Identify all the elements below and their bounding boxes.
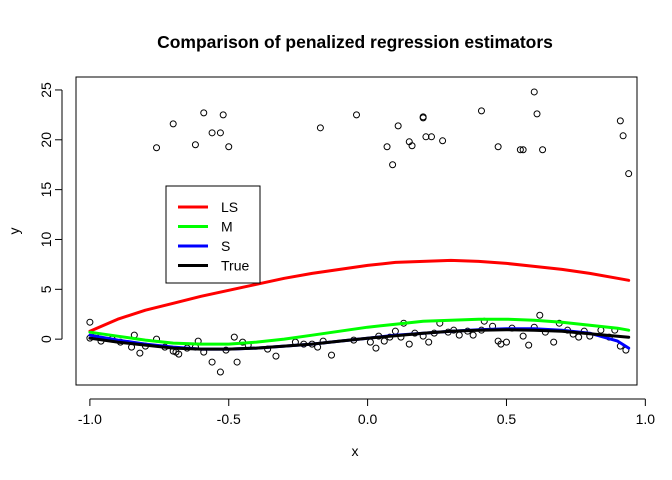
data-point	[550, 338, 558, 346]
chart-title: Comparison of penalized regression estim…	[157, 32, 553, 52]
data-point	[502, 338, 510, 346]
data-point	[405, 340, 413, 348]
y-axis-label: y	[6, 228, 22, 235]
data-point	[525, 341, 533, 349]
x-tick-label: -0.5	[217, 411, 241, 427]
series-line-ls	[88, 258, 631, 333]
data-point	[391, 327, 399, 335]
series-line-m	[88, 317, 631, 346]
data-point	[366, 338, 374, 346]
data-point	[353, 111, 360, 119]
data-point	[455, 331, 463, 339]
data-point	[208, 129, 216, 137]
y-tick-label: 5	[38, 285, 54, 293]
data-point	[175, 350, 183, 358]
data-point	[225, 143, 233, 151]
data-point	[208, 358, 216, 366]
data-point	[316, 124, 324, 132]
plot-area-frame	[75, 76, 638, 386]
data-point	[619, 132, 627, 140]
data-point	[191, 141, 199, 149]
x-axis: -1.0 -0.5 0.0 0.5 1.0	[78, 398, 656, 427]
x-tick-label: 0.5	[497, 411, 517, 427]
data-point	[233, 358, 241, 366]
y-tick-label: 25	[38, 82, 54, 98]
data-point	[389, 161, 397, 169]
data-point	[230, 333, 238, 341]
y-tick-label: 15	[38, 182, 54, 198]
data-point	[530, 88, 538, 96]
x-tick-label: 0.0	[358, 411, 378, 427]
legend-label-true: True	[221, 258, 249, 274]
data-point	[86, 318, 94, 326]
y-tick-label: 0	[38, 335, 54, 343]
data-point	[625, 170, 633, 178]
data-point	[394, 122, 402, 130]
data-point	[616, 117, 624, 125]
data-point	[136, 349, 144, 357]
data-point	[169, 120, 177, 128]
legend-label-s: S	[221, 238, 230, 254]
data-point	[477, 107, 485, 115]
data-point	[200, 109, 208, 117]
x-tick-label: 1.0	[636, 411, 656, 427]
legend-label-ls: LS	[221, 199, 238, 215]
data-point	[380, 337, 388, 345]
fit-lines	[88, 258, 631, 351]
data-point	[519, 146, 527, 154]
data-point	[539, 146, 547, 154]
data-point	[219, 111, 227, 119]
series-line-true	[88, 328, 631, 351]
data-point	[216, 368, 224, 376]
data-point	[439, 137, 447, 145]
data-point	[216, 129, 224, 137]
y-tick-label: 20	[38, 132, 54, 148]
data-point	[427, 133, 435, 141]
data-point	[153, 144, 161, 152]
data-point	[372, 344, 380, 352]
data-point	[575, 333, 583, 341]
data-point	[533, 110, 541, 118]
data-point	[419, 113, 427, 121]
x-axis-label: x	[352, 443, 359, 459]
data-point	[425, 338, 433, 346]
data-point	[516, 146, 524, 154]
y-axis: 0 5 10 15 20 25	[38, 82, 63, 343]
data-point	[536, 311, 544, 319]
data-point	[494, 143, 502, 151]
data-points	[86, 88, 633, 376]
legend: LS MS True	[165, 185, 261, 284]
x-tick-label: -1.0	[78, 411, 102, 427]
legend-label-m: M	[221, 219, 233, 235]
data-point	[408, 142, 416, 150]
data-point	[383, 143, 391, 151]
data-point	[469, 331, 477, 339]
data-point	[519, 332, 527, 340]
data-point	[328, 351, 336, 359]
y-tick-label: 10	[38, 231, 54, 247]
data-point	[272, 352, 280, 360]
